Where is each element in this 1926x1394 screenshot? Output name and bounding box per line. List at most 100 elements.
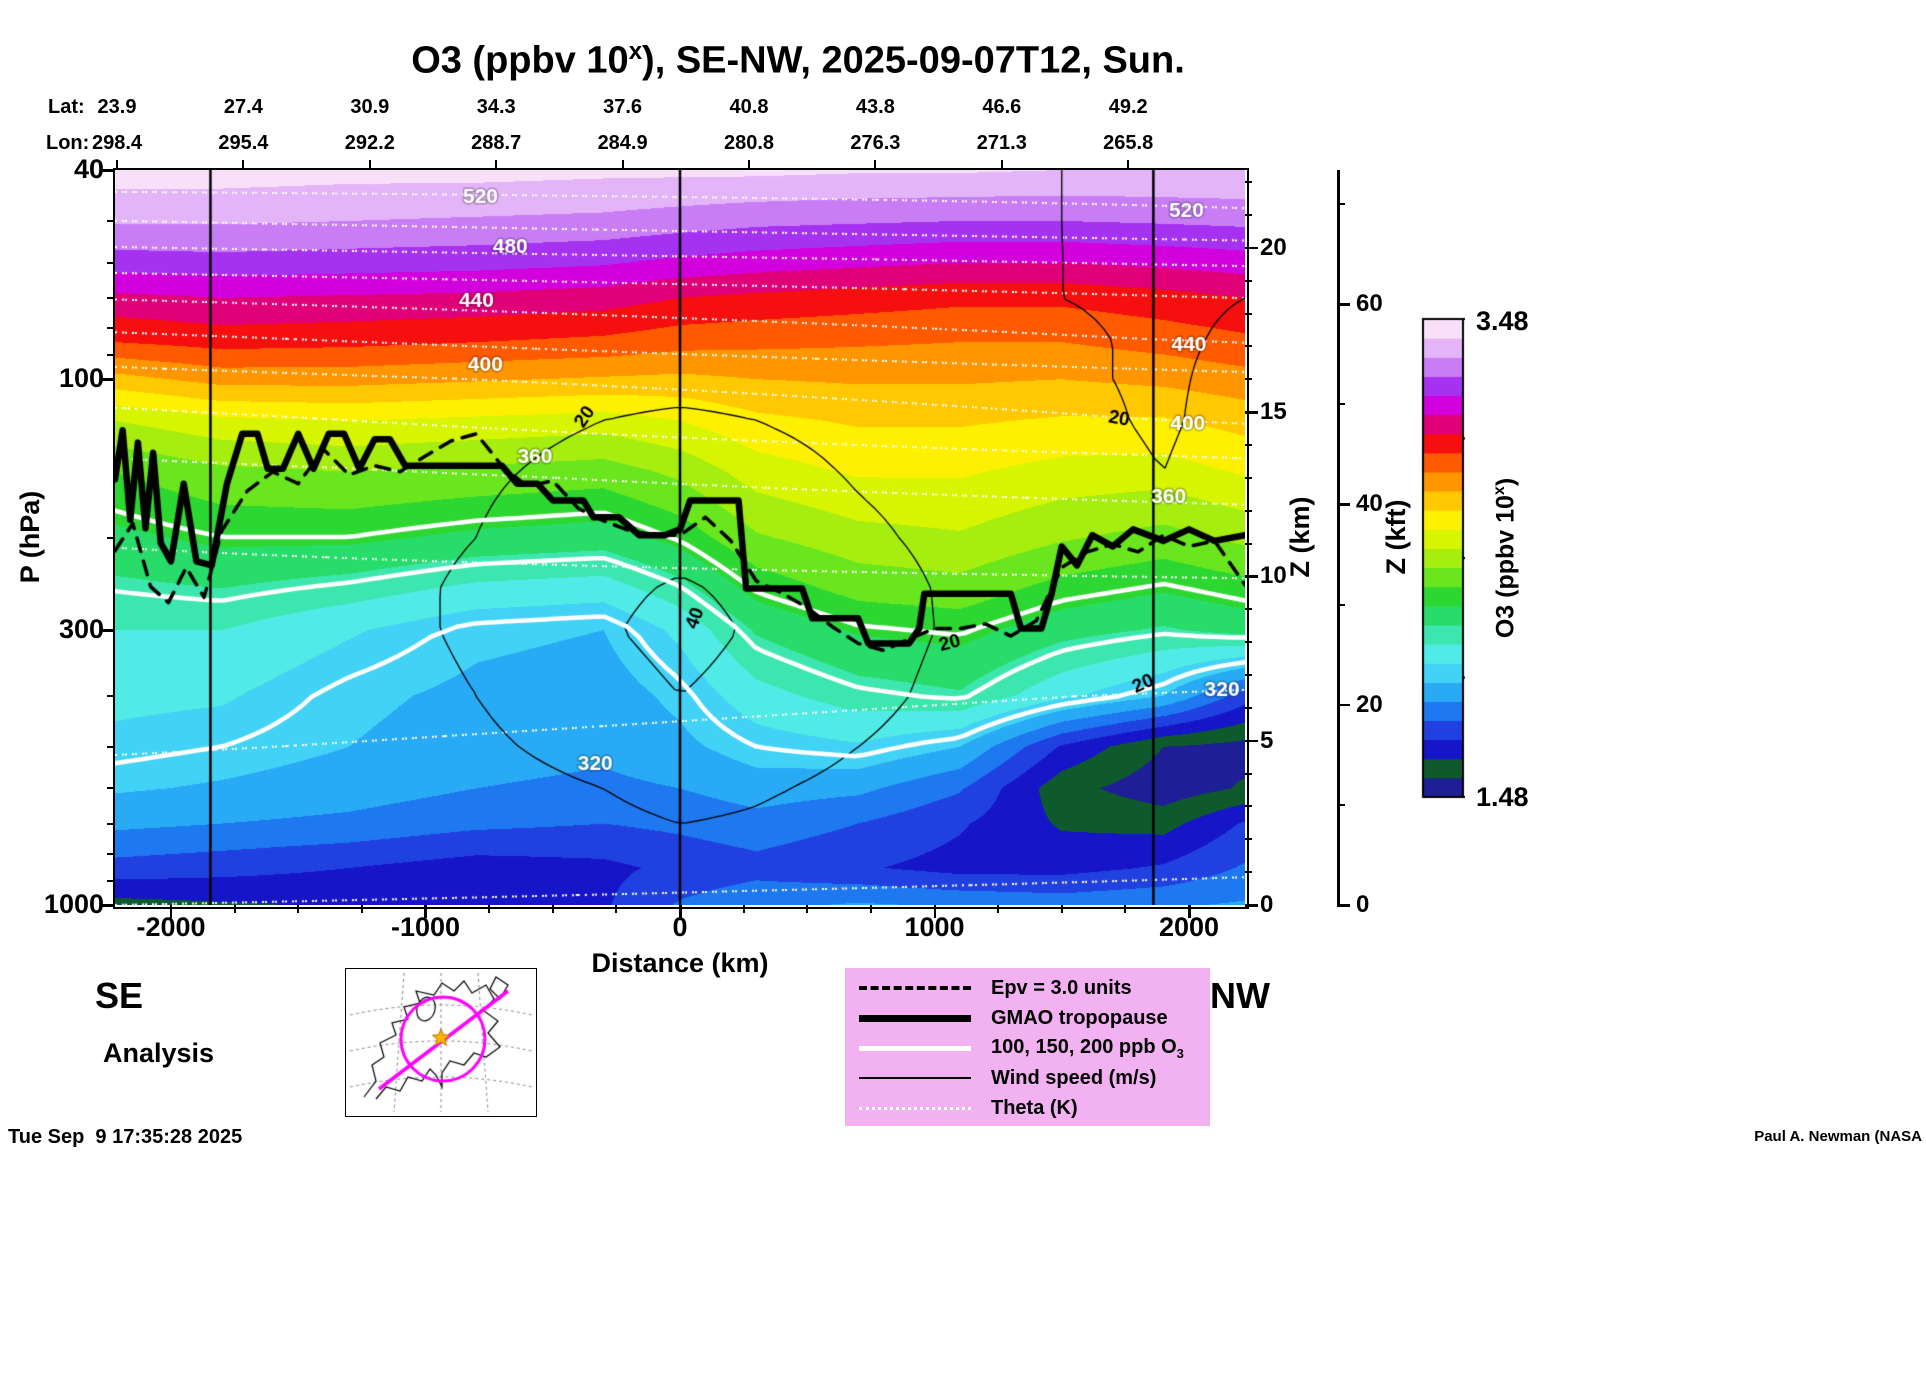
colorbar-min: 1.48 — [1476, 782, 1529, 812]
zkm-tick-label: 15 — [1260, 398, 1287, 426]
zkft-tick-label: 20 — [1356, 690, 1383, 718]
tick-mark — [1337, 170, 1340, 905]
lat-value: 49.2 — [1108, 96, 1148, 118]
colorbar — [1421, 317, 1465, 799]
title-post: ), SE-NW, 2025-09-07T12, Sun. — [642, 39, 1185, 82]
lon-value: 280.8 — [723, 132, 775, 154]
tick-mark — [102, 904, 115, 907]
pressure-tick-label: 40 — [73, 154, 104, 184]
tick-mark — [1060, 905, 1063, 913]
lat-label: Lat: — [48, 96, 85, 118]
tick-mark — [1245, 542, 1252, 545]
zkft-tick-label: 0 — [1356, 891, 1370, 918]
zkm-tick-label: 5 — [1260, 726, 1274, 754]
legend-label: GMAO tropopause — [991, 1006, 1168, 1029]
tick-mark — [107, 296, 115, 299]
title-pre: O3 (ppbv 10 — [411, 39, 629, 82]
tick-mark — [869, 905, 872, 913]
tick-mark — [1245, 739, 1258, 743]
lat-value: 34.3 — [476, 96, 516, 118]
analysis-label: Analysis — [103, 1038, 215, 1068]
tick-mark — [1337, 403, 1345, 406]
legend-label: Wind speed (m/s) — [991, 1066, 1157, 1089]
tick-mark — [107, 536, 115, 539]
zkft-tick-label: 60 — [1356, 290, 1383, 318]
tick-mark — [679, 905, 682, 918]
legend-line-sample-dashed-black — [859, 986, 971, 990]
pressure-tick-label: 1000 — [43, 889, 104, 919]
tick-mark — [874, 160, 877, 170]
tick-mark — [1245, 246, 1258, 250]
tick-mark — [107, 354, 115, 357]
tick-mark — [1245, 904, 1258, 907]
colorbar-label: O3 (ppbv 10x) — [1491, 448, 1521, 668]
lat-value: 23.9 — [97, 96, 137, 118]
lon-value: 271.3 — [976, 132, 1027, 154]
tick-mark — [1245, 509, 1252, 512]
zkm-tick-label: 10 — [1260, 562, 1287, 590]
tick-mark — [242, 160, 245, 170]
tick-mark — [1000, 160, 1003, 170]
lon-value: 284.9 — [597, 132, 648, 154]
lon-value: 292.2 — [344, 132, 395, 154]
zkft-axis-label: Z (kft) — [1381, 499, 1411, 575]
tick-mark — [107, 787, 115, 790]
tick-mark — [488, 905, 491, 913]
tick-mark — [1337, 703, 1350, 707]
tick-mark — [933, 905, 936, 918]
tick-mark — [1245, 312, 1252, 315]
legend-label: Epv = 3.0 units — [991, 976, 1132, 999]
lon-label: Lon: — [46, 132, 90, 154]
tick-mark — [1124, 905, 1127, 913]
tick-mark — [169, 905, 173, 918]
corner-nw: NW — [1210, 975, 1270, 1016]
distance-axis-label: Distance (km) — [591, 948, 769, 978]
legend-line-sample-thick-black — [859, 1014, 971, 1022]
lon-value: 295.4 — [218, 132, 269, 154]
tick-mark — [368, 160, 371, 170]
pressure-tick-label: 300 — [58, 614, 104, 645]
lat-value: 46.6 — [982, 96, 1022, 118]
tick-mark — [107, 822, 115, 825]
legend-label: Theta (K) — [991, 1096, 1078, 1119]
zkft-tick-label: 40 — [1356, 490, 1383, 518]
tick-mark — [1245, 476, 1252, 479]
tick-mark — [1337, 202, 1345, 205]
tick-mark — [1245, 871, 1252, 874]
tick-mark — [1245, 443, 1252, 446]
legend-item: Theta (K) — [859, 1094, 1196, 1122]
tick-mark — [551, 905, 554, 913]
colorbar-label-pre: O3 (ppbv 10 — [1491, 495, 1520, 639]
tick-mark — [1188, 905, 1191, 918]
tick-mark — [1337, 904, 1350, 907]
legend-item: GMAO tropopause — [859, 1004, 1196, 1032]
lat-value: 40.8 — [729, 96, 769, 118]
tick-mark — [615, 905, 618, 913]
legend-label: 100, 150, 200 ppb O3 — [991, 1035, 1184, 1061]
tick-mark — [1245, 181, 1252, 184]
tick-mark — [1245, 279, 1252, 282]
tick-mark — [107, 853, 115, 856]
plot-frame — [113, 168, 1249, 909]
tick-mark — [102, 169, 115, 172]
lat-value: 43.8 — [855, 96, 895, 118]
lon-value: 265.8 — [1103, 132, 1154, 154]
tick-mark — [1337, 603, 1345, 606]
tick-mark — [1245, 673, 1252, 676]
tick-mark — [495, 160, 498, 170]
tick-mark — [107, 327, 115, 330]
tick-mark — [297, 905, 300, 913]
colorbar-max: 3.48 — [1476, 306, 1529, 336]
title-sup: x — [628, 38, 643, 65]
timestamp: Tue Sep 9 17:35:28 2025 — [8, 1126, 243, 1148]
tick-mark — [1245, 641, 1252, 644]
corner-se: SE — [95, 975, 144, 1016]
tick-mark — [1337, 803, 1345, 806]
tick-mark — [806, 905, 809, 913]
lat-value: 30.9 — [350, 96, 390, 118]
colorbar-label-sup: x — [1491, 486, 1508, 496]
legend-item: 100, 150, 200 ppb O3 — [859, 1034, 1196, 1062]
tick-mark — [360, 905, 363, 913]
tick-mark — [1245, 345, 1252, 348]
legend: Epv = 3.0 units GMAO tropopause 100, 150, … — [845, 968, 1210, 1126]
